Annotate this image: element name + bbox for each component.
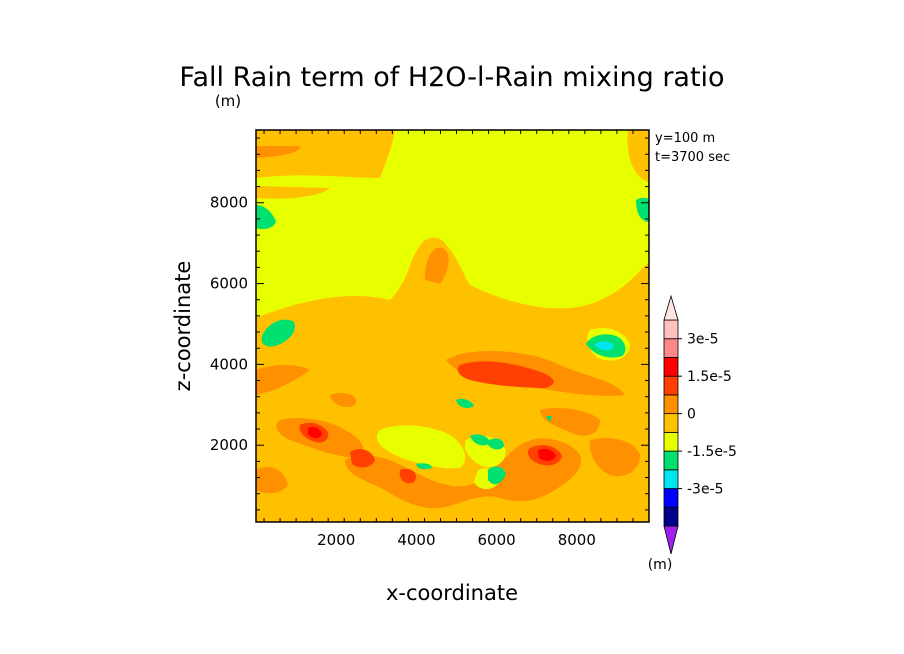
colorbar-segment	[663, 488, 679, 508]
contour-region	[256, 205, 276, 230]
chart-title: Fall Rain term of H2O-l-Rain mixing rati…	[179, 62, 724, 93]
title-unit: (m)	[215, 92, 241, 110]
x-tick-label: 8000	[558, 531, 596, 549]
colorbar-label: -1.5e-5	[687, 444, 737, 460]
contour-region	[594, 341, 614, 351]
contour-region	[636, 197, 649, 222]
contour-region	[538, 448, 556, 461]
colorbar-segment	[663, 338, 679, 358]
plot-frame	[255, 129, 650, 523]
y-tick-label: 8000	[210, 194, 248, 212]
contour-region	[256, 130, 395, 178]
contour-region	[261, 319, 295, 347]
contour-region	[399, 468, 417, 484]
x-ticks: 2000 4000 6000 8000	[263, 130, 650, 549]
colorbar-label: 3e-5	[687, 332, 718, 348]
colorbar: 3e-5 1.5e-5 0 -1.5e-5 -3e-5	[663, 294, 737, 555]
colorbar-label: 0	[687, 407, 696, 423]
colorbar-segment	[663, 394, 679, 415]
contour-region	[256, 146, 300, 158]
contour-region	[256, 466, 288, 494]
colorbar-label: -3e-5	[687, 482, 724, 498]
contour-region	[345, 438, 581, 509]
contour-region	[486, 438, 504, 450]
colorbar-segment	[663, 413, 679, 433]
contour-region	[488, 466, 506, 485]
colorbar-label: 1.5e-5	[687, 369, 732, 385]
x-axis-label: x-coordinate	[386, 581, 518, 605]
colorbar-segment	[663, 319, 679, 340]
contour-region	[457, 361, 554, 388]
colorbar-unit: (m)	[648, 557, 673, 573]
contour-region	[256, 186, 330, 199]
y-ticks: 2000 4000 6000 8000	[210, 137, 649, 511]
contour-region	[546, 416, 552, 422]
contour-region	[416, 463, 432, 470]
y-tick-label: 6000	[210, 275, 248, 293]
contour-region	[589, 438, 640, 477]
y-tick-label: 2000	[210, 436, 248, 454]
colorbar-segment	[663, 450, 679, 471]
contour-region	[627, 130, 649, 182]
contour-region	[456, 398, 474, 408]
contour-field	[256, 130, 649, 522]
y-tick-label: 4000	[210, 355, 248, 373]
colorbar-segment	[663, 431, 679, 452]
colorbar-segment	[663, 357, 679, 377]
contour-region	[470, 434, 490, 446]
annotation-y: y=100 m	[655, 131, 715, 146]
colorbar-segment	[663, 469, 679, 489]
x-tick-label: 2000	[317, 531, 355, 549]
contour-region	[330, 393, 356, 407]
colorbar-segment	[663, 506, 679, 527]
contour-region	[540, 408, 600, 436]
x-tick-label: 4000	[397, 531, 435, 549]
contour-region	[350, 449, 375, 468]
contour-region	[424, 247, 449, 284]
contour-region	[308, 426, 322, 439]
contour-region	[256, 365, 310, 395]
x-tick-label: 6000	[478, 531, 516, 549]
annotation-t: t=3700 sec	[655, 150, 730, 165]
colorbar-segment	[663, 525, 679, 555]
colorbar-segment	[663, 294, 679, 321]
y-axis-label: z-coordinate	[171, 261, 195, 392]
colorbar-segment	[663, 375, 679, 396]
contour-region	[376, 425, 466, 469]
